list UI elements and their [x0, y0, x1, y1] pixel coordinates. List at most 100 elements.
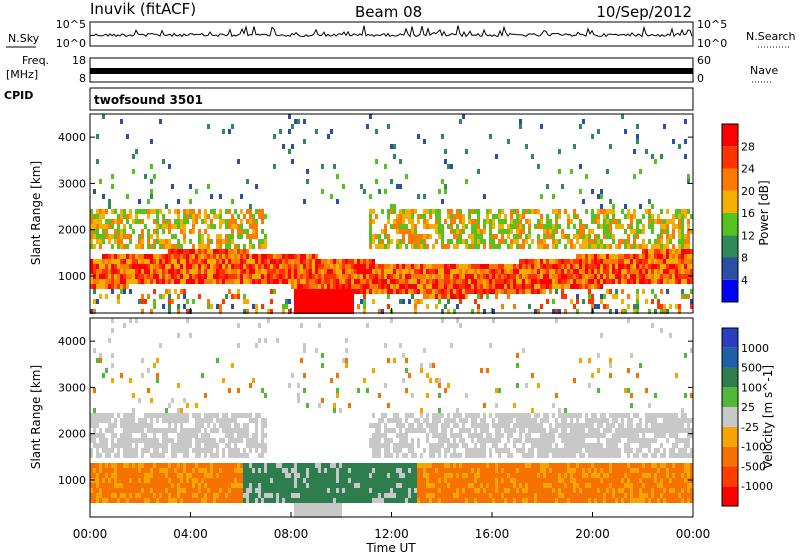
power-cell [489, 274, 492, 279]
velocity-cell [240, 463, 243, 468]
power-cell [108, 239, 111, 244]
velocity-cell [501, 423, 504, 428]
velocity-cell [270, 468, 273, 473]
power-cell [399, 264, 402, 269]
velocity-cell [261, 418, 264, 423]
power-cell [288, 114, 291, 119]
velocity-cell [258, 443, 261, 448]
power-cell [342, 259, 345, 264]
velocity-cell [513, 428, 516, 433]
power-cell [108, 219, 111, 224]
power-cell [573, 214, 576, 219]
power-cell [162, 259, 165, 264]
power-cell [270, 259, 273, 264]
power-cell [561, 274, 564, 279]
velocity-cell [252, 438, 255, 443]
power-cell [330, 274, 333, 279]
velocity-cell [300, 513, 303, 518]
power-cell [96, 159, 99, 164]
velocity-cell [324, 498, 327, 503]
velocity-cell [486, 438, 489, 443]
power-cell [261, 214, 264, 219]
power-cell [492, 224, 495, 229]
velocity-cell [540, 418, 543, 423]
power-cell [528, 259, 531, 264]
power-cell [579, 274, 582, 279]
velocity-cell [474, 453, 477, 458]
power-cell [507, 279, 510, 284]
power-cell [198, 279, 201, 284]
power-cell [516, 229, 519, 234]
power-cell [591, 284, 594, 289]
velocity-cell [330, 513, 333, 518]
velocity-cell [456, 493, 459, 498]
power-cell [168, 304, 171, 309]
velocity-cell [180, 443, 183, 448]
power-cell [333, 299, 336, 304]
power-cell [417, 239, 420, 244]
velocity-cell [384, 448, 387, 453]
velocity-cell [432, 433, 435, 438]
velocity-cell [528, 438, 531, 443]
velocity-cell [123, 473, 126, 478]
velocity-cell [495, 498, 498, 503]
power-cell [600, 209, 603, 214]
power-cell [486, 279, 489, 284]
power-cell [207, 254, 210, 259]
power-cell [228, 209, 231, 214]
power-cell [261, 244, 264, 249]
power-cell [108, 224, 111, 229]
velocity-cell [396, 433, 399, 438]
power-cell [348, 269, 351, 274]
power-cell [630, 259, 633, 264]
power-cell [663, 124, 666, 129]
power-cell [414, 239, 417, 244]
velocity-cell [168, 488, 171, 493]
power-cell [450, 209, 453, 214]
velocity-cell [528, 423, 531, 428]
power-cell [447, 239, 450, 244]
power-cell [684, 249, 687, 254]
power-cell [234, 259, 237, 264]
power-cell [183, 229, 186, 234]
power-cell [282, 264, 285, 269]
velocity-cell [93, 418, 96, 423]
velocity-cell [501, 488, 504, 493]
power-cell [555, 239, 558, 244]
power-cell [315, 289, 318, 294]
power-cell [423, 244, 426, 249]
velocity-cell [423, 463, 426, 468]
power-cell [477, 284, 480, 289]
power-cell [462, 274, 465, 279]
velocity-cell [567, 453, 570, 458]
velocity-cell [279, 483, 282, 488]
power-cell [165, 264, 168, 269]
velocity-cell [522, 478, 525, 483]
velocity-cell [228, 428, 231, 433]
velocity-cell [171, 493, 174, 498]
velocity-cell [180, 448, 183, 453]
power-cell [516, 214, 519, 219]
velocity-cell [336, 373, 339, 378]
velocity-cell [303, 373, 306, 378]
velocity-cell [126, 418, 129, 423]
velocity-cell [141, 428, 144, 433]
velocity-cell [471, 473, 474, 478]
power-cell [471, 279, 474, 284]
power-cell [111, 279, 114, 284]
velocity-cell [90, 483, 93, 488]
power-cell [636, 124, 639, 129]
power-cell [153, 264, 156, 269]
velocity-cell [525, 478, 528, 483]
velocity-cell [129, 443, 132, 448]
velocity-cell [567, 498, 570, 503]
power-cell [546, 284, 549, 289]
velocity-cell [132, 448, 135, 453]
power-cell [261, 279, 264, 284]
velocity-cell [375, 428, 378, 433]
power-cell [243, 269, 246, 274]
power-cell [675, 304, 678, 309]
power-cell [579, 264, 582, 269]
power-cell [663, 274, 666, 279]
power-cell [351, 279, 354, 284]
